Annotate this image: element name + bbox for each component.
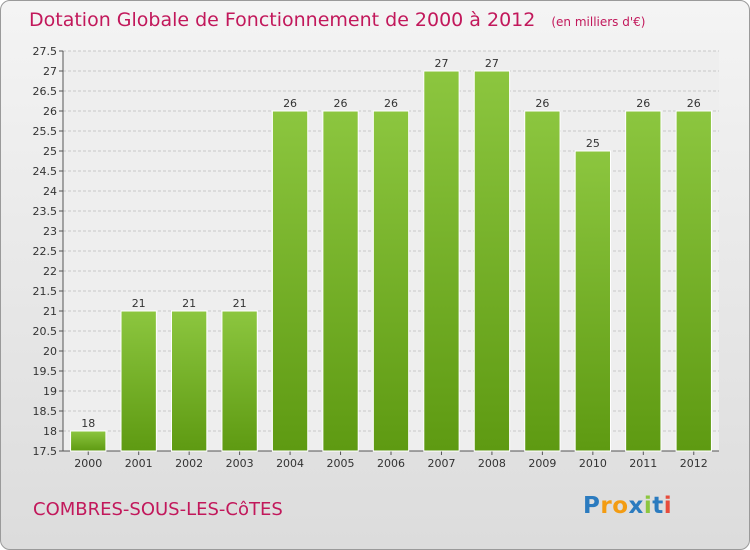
- y-tick-label: 24.5: [33, 165, 58, 178]
- y-tick-label: 19.5: [33, 365, 58, 378]
- x-tick-label-2006: 2006: [377, 457, 405, 470]
- y-tick-label: 22.5: [33, 245, 58, 258]
- bar-2010: [574, 150, 612, 452]
- bar-2012: [675, 110, 712, 452]
- data-label-2011: 26: [636, 97, 650, 110]
- y-tick-label: 21: [43, 305, 57, 318]
- data-label-2000: 18: [81, 417, 95, 430]
- x-tick-label-2012: 2012: [680, 457, 708, 470]
- y-tick-label: 20: [43, 345, 57, 358]
- data-label-2012: 26: [687, 97, 701, 110]
- logo-letter: r: [600, 493, 613, 519]
- bar-2001: [120, 310, 157, 452]
- bar-2003: [221, 310, 258, 452]
- chart-title: Dotation Globale de Fonctionnement de 20…: [29, 9, 645, 31]
- x-tick-label-2010: 2010: [579, 457, 607, 470]
- y-tick-label: 26: [43, 105, 57, 118]
- y-tick-label: 18.5: [33, 405, 58, 418]
- y-tick-label: 18: [43, 425, 57, 438]
- y-tick-label: 27: [43, 65, 57, 78]
- labels: 17.5 18 18.5 19 19.5 20 20.5 21 21.5 22 22.5 23 23.5…: [33, 45, 708, 470]
- y-tick-label: 25: [43, 145, 57, 158]
- city-name: COMBRES-SOUS-LES-CôTES: [33, 499, 283, 520]
- data-label-2003: 21: [233, 297, 247, 310]
- x-tick-label-2007: 2007: [427, 457, 455, 470]
- data-label-2007: 27: [434, 57, 448, 70]
- bar-2011: [625, 110, 662, 452]
- y-tick-label: 27.5: [33, 45, 58, 58]
- x-tick-label-2011: 2011: [629, 457, 657, 470]
- x-tick-label-2008: 2008: [478, 457, 506, 470]
- data-label-2008: 27: [485, 57, 499, 70]
- x-tick-label-2005: 2005: [327, 457, 355, 470]
- data-label-2006: 26: [384, 97, 398, 110]
- data-label-2005: 26: [334, 97, 348, 110]
- data-label-2002: 21: [182, 297, 196, 310]
- bar-2005: [322, 110, 359, 452]
- logo-letter: t: [652, 493, 664, 519]
- chart-unit-note: (en milliers d'€): [551, 15, 646, 29]
- bar-2007: [423, 70, 460, 452]
- data-label-2004: 26: [283, 97, 297, 110]
- x-tick-label-2003: 2003: [226, 457, 254, 470]
- bar-2000: [70, 430, 107, 452]
- y-tick-label: 23: [43, 225, 57, 238]
- y-tick-label: 21.5: [33, 285, 58, 298]
- bar-2002: [170, 310, 208, 452]
- y-tick-label: 25.5: [33, 125, 58, 138]
- y-tick-label: 22: [43, 265, 57, 278]
- x-tick-label-2004: 2004: [276, 457, 304, 470]
- x-tick-label-2000: 2000: [74, 457, 102, 470]
- data-label-2010: 25: [586, 137, 600, 150]
- y-tick-label: 17.5: [33, 445, 58, 458]
- chart-title-text: Dotation Globale de Fonctionnement de 20…: [29, 9, 536, 31]
- logo-letter: i: [643, 493, 653, 519]
- bars: [70, 70, 712, 452]
- logo-letter: i: [663, 493, 673, 519]
- y-tick-label: 19: [43, 385, 57, 398]
- x-tick-label-2009: 2009: [528, 457, 556, 470]
- data-label-2001: 21: [132, 297, 146, 310]
- bar-2006: [372, 110, 410, 452]
- x-tick-label-2002: 2002: [175, 457, 203, 470]
- bar-2004: [271, 110, 309, 452]
- y-tick-label: 26.5: [33, 85, 58, 98]
- logo-letter: P: [583, 493, 601, 519]
- y-tick-label: 20.5: [33, 325, 58, 338]
- logo-letter: o: [612, 493, 629, 519]
- bar-2008: [473, 70, 511, 452]
- x-tick-label-2001: 2001: [125, 457, 153, 470]
- logo-letter: x: [628, 493, 644, 519]
- proxiti-logo: Proxiti: [583, 493, 672, 519]
- y-tick-label: 24: [43, 185, 57, 198]
- data-label-2009: 26: [535, 97, 549, 110]
- bar-2009: [524, 110, 561, 452]
- y-tick-label: 23.5: [33, 205, 58, 218]
